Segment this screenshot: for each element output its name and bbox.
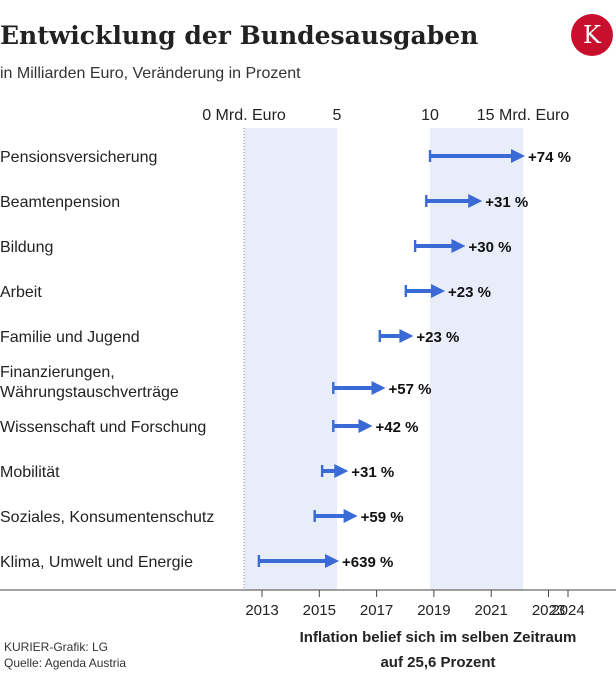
row-3: Bildung +30 % <box>0 239 511 256</box>
top-tick-label-5: 5 <box>333 107 342 124</box>
row-5: Familie und Jugend +23 % <box>0 329 459 346</box>
arrow-head <box>468 194 483 208</box>
change-label: +57 % <box>389 381 432 398</box>
row-1: Pensionsversicherung +74 % <box>0 149 571 166</box>
inflation-note-line2: auf 25,6 Prozent <box>380 654 495 671</box>
category-label: Familie und Jugend <box>0 329 140 346</box>
chart-subtitle: in Milliarden Euro, Veränderung in Proze… <box>0 65 301 82</box>
arrow-head <box>325 554 339 568</box>
category-rows: Pensionsversicherung +74 % Beamtenpension +… <box>0 149 571 571</box>
arrow-head <box>334 464 349 478</box>
chart-title: Entwicklung der Bundesausgaben <box>0 21 478 50</box>
category-label: Wissenschaft und Forschung <box>0 419 206 436</box>
category-label: Soziales, Konsumentenschutz <box>0 509 214 526</box>
category-label: Bildung <box>0 239 53 256</box>
credit-text: KURIER-Grafik: LG <box>4 640 108 654</box>
year-tick-label-2019: 2019 <box>417 602 450 619</box>
arrow-head <box>358 419 373 433</box>
year-tick-label-2017: 2017 <box>360 602 393 619</box>
change-label: +639 % <box>342 554 393 571</box>
change-label: +42 % <box>375 419 418 436</box>
arrow-head <box>511 149 525 163</box>
year-tick-label-2024: 2024 <box>551 602 584 619</box>
top-tick-label-0: 0 Mrd. Euro <box>202 107 286 124</box>
category-label: Pensionsversicherung <box>0 149 157 166</box>
top-tick-label-15: 15 Mrd. Euro <box>477 107 570 124</box>
change-label: +30 % <box>468 239 511 256</box>
arrow-head <box>431 284 446 298</box>
category-label: Klima, Umwelt und Energie <box>0 554 193 571</box>
year-tick-label-2013: 2013 <box>245 602 278 619</box>
category-label: Beamtenpension <box>0 194 120 211</box>
arrow-head <box>343 509 358 523</box>
year-tick-label-2015: 2015 <box>303 602 336 619</box>
source-text: Quelle: Agenda Austria <box>4 656 126 670</box>
row-9: Soziales, Konsumentenschutz +59 % <box>0 509 404 526</box>
change-label: +31 % <box>351 464 394 481</box>
change-label: +31 % <box>485 194 528 211</box>
logo: K <box>571 14 613 56</box>
logo-letter: K <box>583 21 602 49</box>
shaded-band-2 <box>430 128 523 590</box>
change-label: +74 % <box>528 149 571 166</box>
row-2: Beamtenpension +31 % <box>0 194 528 211</box>
change-label: +23 % <box>416 329 459 346</box>
row-7: Wissenschaft und Forschung +42 % <box>0 419 418 436</box>
year-tick-label-2023: 2023 <box>532 602 565 619</box>
top-tick-label-10: 10 <box>421 107 439 124</box>
arrow-head <box>399 329 414 343</box>
row-6: Finanzierungen, Währungstauschverträge +57… <box>0 364 431 401</box>
row-8: Mobilität +31 % <box>0 464 394 481</box>
row-10: Klima, Umwelt und Energie +639 % <box>0 554 393 571</box>
logo-circle <box>571 14 613 56</box>
top-axis-ticks: 0 Mrd. Euro 5 10 15 Mrd. Euro <box>202 107 569 124</box>
row-4: Arbeit +23 % <box>0 284 491 301</box>
shaded-bands <box>244 128 523 590</box>
category-label: Finanzierungen, <box>0 364 115 381</box>
category-label: Arbeit <box>0 284 42 301</box>
arrow-head <box>371 381 386 395</box>
year-tick-label-2021: 2021 <box>475 602 508 619</box>
category-label: Mobilität <box>0 464 60 481</box>
category-label: Währungstauschverträge <box>0 384 179 401</box>
shaded-band-1 <box>244 128 337 590</box>
arrow-head <box>451 239 466 253</box>
inflation-note-line1: Inflation belief sich im selben Zeitraum <box>300 629 577 646</box>
change-label: +59 % <box>361 509 404 526</box>
change-label: +23 % <box>448 284 491 301</box>
